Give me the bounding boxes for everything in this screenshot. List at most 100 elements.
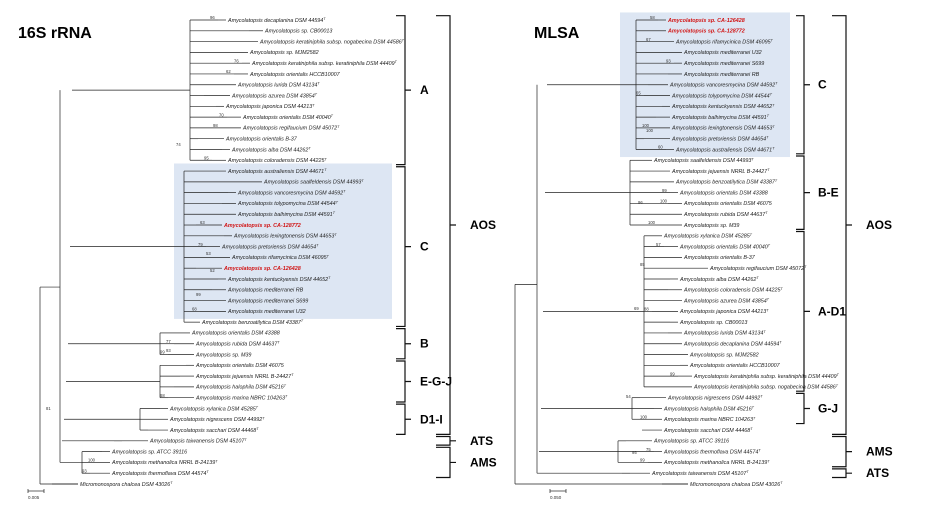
strain-label: Amycolatopsis kentuckyensis DSM 44652T: [671, 103, 775, 110]
group-bracket: [796, 155, 810, 230]
strain-label: Amycolatopsis sp. M39: [683, 223, 739, 229]
strain-label: Amycolatopsis decaplanina DSM 44594T: [683, 341, 782, 348]
group-bracket: [396, 403, 411, 435]
tree-backbone: [39, 19, 249, 485]
bootstrap-value: 100: [660, 199, 668, 204]
bootstrap-value: 99: [662, 188, 667, 193]
strain-label: Micromonospora chalcea DSM 43026T: [80, 481, 173, 488]
lineage-bracket: [436, 446, 456, 479]
strain-label: Amycolatopsis sp. ATCC 39116: [111, 449, 187, 455]
strain-label: Amycolatopsis mediterranei S699: [227, 298, 308, 304]
lineage-label: AOS: [470, 218, 496, 232]
strain-label: Amycolatopsis orientalis DSM 46075: [683, 201, 773, 207]
strain-label: Amycolatopsis jejuensis NRRL B-24427T: [195, 373, 294, 380]
strain-label: Amycolatopsis thermoflava DSM 44574T: [663, 449, 761, 456]
group-brackets: A C B E-G-J D1-I AOS ATS AMS: [396, 15, 497, 479]
strain-label: Amycolatopsis mediterranei U32: [683, 50, 762, 56]
scale-bar: 0.050: [549, 489, 567, 500]
bootstrap-value: 52: [210, 268, 215, 273]
strain-label: Amycolatopsis sp. MJM2582: [249, 50, 319, 56]
strain-label: Amycolatopsis marina NBRC 104263T: [663, 416, 756, 423]
lineage-label: AMS: [470, 455, 497, 469]
group-label: E-G-J: [420, 374, 452, 388]
lineage-label: ATS: [470, 434, 493, 448]
strain-label: Amycolatopsis keratiniphila subsp. nogab…: [693, 384, 839, 391]
bootstrap-value: 95: [204, 155, 209, 160]
strain-label: Amycolatopsis tolypomycina DSM 44544T: [237, 200, 339, 207]
lineage-bracket: [832, 15, 852, 435]
lineage-bracket: [436, 435, 456, 446]
bootstrap-value: 100: [640, 414, 648, 419]
bootstrap-value: 68: [160, 393, 165, 398]
strain-label: Amycolatopsis taiwanensis DSM 45107T: [651, 470, 749, 477]
strain-label: Amycolatopsis lexingtonensis DSM 44653T: [671, 125, 775, 132]
bootstrap-value: 88: [644, 307, 649, 312]
scale-bar: 0.005: [27, 489, 45, 500]
bootstrap-value: 67: [646, 37, 651, 42]
bootstrap-value: 93: [166, 348, 171, 353]
group-bracket: [796, 230, 810, 392]
inner-bootstrap-values: 74 63 53 52 93 81 99: [46, 142, 215, 411]
lineage-label: ATS: [866, 466, 889, 480]
strain-label: Amycolatopsis saalfeldensis DSM 44993T: [263, 179, 364, 186]
scale-bar-label: 0.050: [550, 495, 562, 500]
bootstrap-value: 79: [198, 242, 203, 247]
strain-label: Amycolatopsis methanolica NRRL B-24139T: [111, 459, 218, 466]
strain-label: Amycolatopsis halophila DSM 45216T: [195, 384, 287, 391]
strain-label: Amycolatopsis orientalis DSM 43388: [191, 331, 280, 337]
highlighted-strain-label: Amycolatopsis sp. CA-126428: [223, 266, 301, 272]
bootstrap-value: 77: [166, 339, 171, 344]
strain-label: Amycolatopsis vancoresmycina DSM 44592T: [669, 82, 778, 89]
lineage-bracket: [832, 468, 852, 479]
group-bracket: [396, 328, 411, 360]
bootstrap-value: 100: [88, 458, 96, 463]
strain-label: Amycolatopsis australiensis DSM 44671T: [227, 168, 327, 175]
group-bracket: [796, 392, 810, 425]
strain-label: Amycolatopsis sp. MJM2582: [689, 352, 759, 358]
strain-label: Amycolatopsis xylanica DSM 45285T: [169, 405, 259, 412]
strain-label: Amycolatopsis sp. M39: [195, 352, 251, 358]
group-bracket: [796, 15, 810, 155]
strain-label: Amycolatopsis halophila DSM 45216T: [663, 405, 755, 412]
bootstrap-value: 98: [213, 123, 218, 128]
bootstrap-value: 99: [160, 350, 165, 355]
strain-label: Amycolatopsis orientalis DSM 46075: [195, 363, 285, 369]
strain-label: Amycolatopsis lexingtonensis DSM 44653T: [233, 233, 337, 240]
strain-label: Amycolatopsis sp. CB00013: [264, 29, 332, 35]
bootstrap-value: 93: [666, 58, 671, 63]
bootstrap-value: 62: [226, 69, 231, 74]
strain-label: Amycolatopsis australiensis DSM 44671T: [675, 146, 775, 153]
bootstrap-value: 96: [638, 200, 643, 205]
scale-bar-label: 0.005: [28, 495, 40, 500]
strain-label: Amycolatopsis regifaucium DSM 45072T: [242, 125, 340, 132]
strain-label: Amycolatopsis marina NBRC 104263T: [195, 395, 288, 402]
group-brackets: C B-E A-D1 G-J AOS AMS ATS: [796, 15, 893, 480]
bootstrap-value: 100: [642, 123, 650, 128]
strain-label: Amycolatopsis balhimycina DSM 44591T: [671, 114, 770, 121]
strain-label: Amycolatopsis japonica DSM 44213T: [679, 308, 769, 315]
lineage-bracket: [436, 15, 456, 435]
tree-branches: [52, 19, 263, 485]
bootstrap-value: 96: [210, 15, 215, 20]
inner-bootstrap-values: 100 96 85 69 54 95: [626, 128, 654, 455]
bootstrap-value: 75: [646, 447, 651, 452]
bootstrap-value: 65: [636, 91, 641, 96]
strain-label: Amycolatopsis coloradensis DSM 44225T: [683, 287, 783, 294]
bootstrap-value: 95: [632, 450, 637, 455]
bootstrap-value: 85: [640, 262, 645, 267]
strain-label: Amycolatopsis orientalis HCCB10007: [249, 72, 341, 78]
group-label: G-J: [818, 401, 838, 415]
bootstrap-value: 74: [176, 142, 181, 147]
strain-label: Amycolatopsis keratiniphila subsp. nogab…: [259, 39, 405, 46]
strain-label: Amycolatopsis azurea DSM 43854T: [683, 298, 770, 305]
group-label: C: [420, 240, 429, 254]
strain-label: Amycolatopsis orientalis DSM 40040T: [679, 244, 771, 251]
bootstrap-value: 100: [648, 220, 656, 225]
lineage-bracket: [832, 435, 852, 468]
strain-label: Amycolatopsis benzoatilytica DSM 43387T: [201, 319, 304, 326]
strain-label: Amycolatopsis azurea DSM 43854T: [231, 93, 318, 100]
strain-label: Amycolatopsis kentuckyensis DSM 44652T: [227, 276, 331, 283]
strain-label: Amycolatopsis orientalis B-37: [683, 255, 756, 261]
strain-label: Amycolatopsis rubida DSM 44637T: [683, 211, 768, 218]
strain-label: Amycolatopsis alba DSM 44262T: [231, 146, 311, 153]
